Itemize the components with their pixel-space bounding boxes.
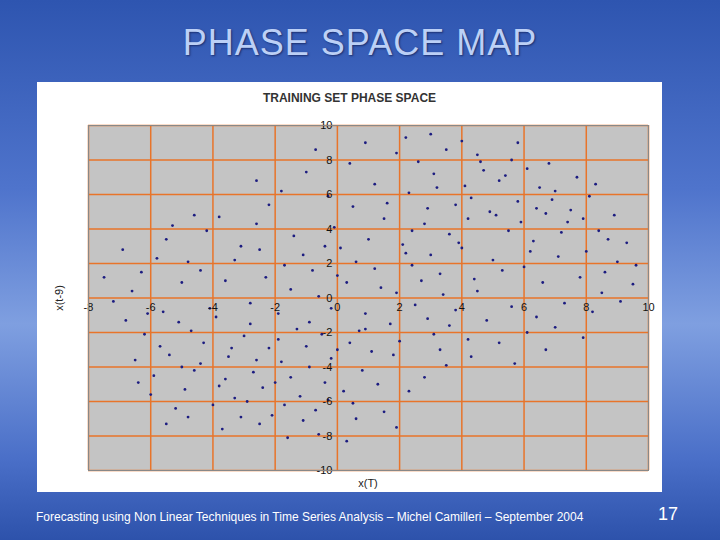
svg-text:6: 6 [521, 301, 527, 313]
svg-text:8: 8 [326, 154, 332, 166]
svg-text:2: 2 [397, 301, 403, 313]
svg-text:2: 2 [326, 257, 332, 269]
svg-text:0: 0 [326, 292, 332, 304]
svg-text:10: 10 [320, 119, 333, 131]
svg-text:0: 0 [334, 301, 340, 313]
svg-text:-6: -6 [146, 301, 156, 313]
html-text:17: 17 [658, 504, 678, 524]
svg-text:6: 6 [326, 188, 332, 200]
html-text:TRAINING SET PHASE SPACE: TRAINING SET PHASE SPACE [262, 91, 437, 105]
svg-text:-4: -4 [208, 301, 218, 313]
svg-text:10: 10 [642, 300, 655, 313]
html-text:Forecasting using Non Linear T: Forecasting using Non Linear Techniques … [36, 510, 584, 524]
svg-text:-8: -8 [323, 430, 333, 442]
svg-text:-10: -10 [316, 464, 333, 476]
svg-text:-6: -6 [323, 395, 333, 407]
svg-text:4: 4 [326, 223, 332, 235]
html-text:PHASE SPACE MAP: PHASE SPACE MAP [182, 22, 538, 63]
svg-text:-2: -2 [270, 301, 280, 313]
svg-text:-8: -8 [83, 300, 94, 313]
svg-text:4: 4 [459, 301, 465, 313]
html-text:x(T): x(T) [358, 477, 378, 489]
svg-text:-2: -2 [323, 326, 333, 338]
svg-text:-4: -4 [323, 361, 333, 373]
svg-text:8: 8 [583, 301, 589, 313]
html-text:x(t-9): x(t-9) [53, 285, 65, 311]
